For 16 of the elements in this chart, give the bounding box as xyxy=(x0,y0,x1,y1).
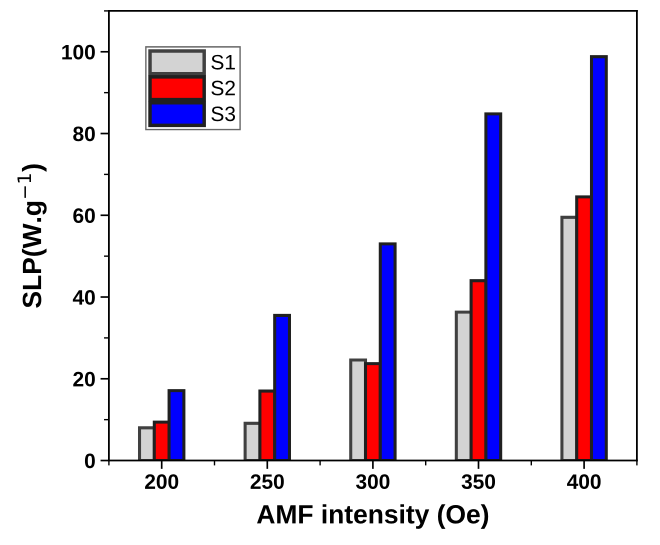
y-tick-label: 20 xyxy=(73,372,95,387)
y-tick-label: 80 xyxy=(73,126,95,142)
y-axis-title: SLP(W.g$^{−1}$) xyxy=(18,164,47,308)
legend-label: S2 xyxy=(211,80,235,96)
y-tick-label: 0 xyxy=(84,454,95,468)
x-tick-label: 250 xyxy=(250,474,284,490)
x-axis-title: AMF intensity (Oe) xyxy=(257,504,488,529)
x-tick-label: 200 xyxy=(145,474,178,490)
y-tick-label: 40 xyxy=(72,290,95,305)
legend-label: S1 xyxy=(211,54,235,70)
y-tick-label: 60 xyxy=(73,208,95,224)
y-tick-label: 100 xyxy=(62,44,95,60)
legend-label: S3 xyxy=(211,106,236,122)
x-tick-label: 350 xyxy=(462,474,496,490)
x-tick-label: 300 xyxy=(356,474,390,490)
x-tick-label: 400 xyxy=(567,474,601,490)
